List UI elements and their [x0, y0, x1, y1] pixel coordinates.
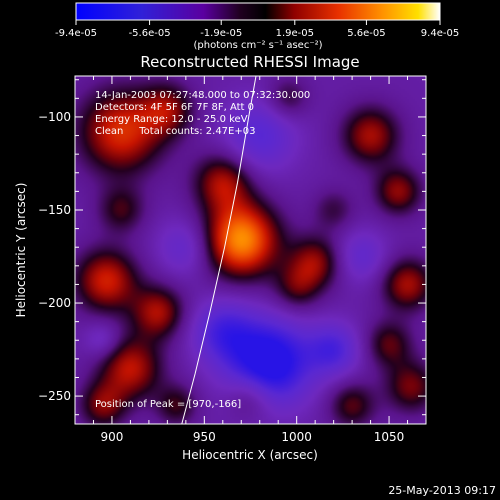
colorbar-tick-label: -1.9e-05 — [200, 28, 242, 39]
x-tick-label: 900 — [100, 430, 123, 444]
colorbar-tick-label: 9.4e-05 — [421, 28, 459, 39]
colorbar-tick-label: 1.9e-05 — [276, 28, 314, 39]
x-tick-label: 950 — [193, 430, 216, 444]
peak-position-label: Position of Peak = [970,-166] — [95, 399, 241, 410]
footer-date: 25-May-2013 09:17 — [388, 484, 496, 497]
y-tick-label: −200 — [38, 296, 71, 310]
x-tick-label: 1000 — [281, 430, 312, 444]
info-detectors: Detectors: 4F 5F 6F 7F 8F, Att 0 — [95, 102, 254, 113]
info-energy-range: Energy Range: 12.0 - 25.0 keV — [95, 114, 248, 125]
colorbar: -9.4e-05 -5.6e-05 -1.9e-05 1.9e-05 5.6e-05 9.… — [55, 2, 459, 51]
colorbar-ticks: -9.4e-05 -5.6e-05 -1.9e-05 1.9e-05 5.6e-05 9.… — [55, 20, 459, 39]
flux-heatmap — [75, 76, 426, 424]
chart-title: Reconstructed RHESSI Image — [140, 53, 359, 71]
y-tick-label: −150 — [38, 203, 71, 217]
colorbar-tick-label: -5.6e-05 — [129, 28, 171, 39]
image-area — [75, 76, 426, 424]
colorbar-units-label: (photons cm⁻² s⁻¹ asec⁻²) — [193, 40, 322, 51]
plot-frame — [74, 75, 427, 425]
y-tick-label: −250 — [38, 389, 71, 403]
info-time-range: 14-Jan-2003 07:27:48.000 to 07:32:30.000 — [95, 90, 310, 101]
x-tick-label: 1050 — [374, 430, 405, 444]
solar-limb-line — [181, 76, 257, 424]
axes: 900 950 1000 1050 −250 −200 −150 −100 — [38, 76, 427, 444]
y-axis-label: Heliocentric Y (arcsec) — [14, 183, 28, 318]
x-axis-label: Heliocentric X (arcsec) — [182, 448, 318, 462]
colorbar-gradient — [75, 2, 441, 21]
y-tick-label: −100 — [38, 110, 71, 124]
colorbar-tick-label: 5.6e-05 — [347, 28, 385, 39]
colorbar-tick-label: -9.4e-05 — [55, 28, 97, 39]
observation-info: 14-Jan-2003 07:27:48.000 to 07:32:30.000… — [95, 90, 310, 137]
info-clean-counts: Clean Total counts: 2.47E+03 — [95, 126, 255, 137]
